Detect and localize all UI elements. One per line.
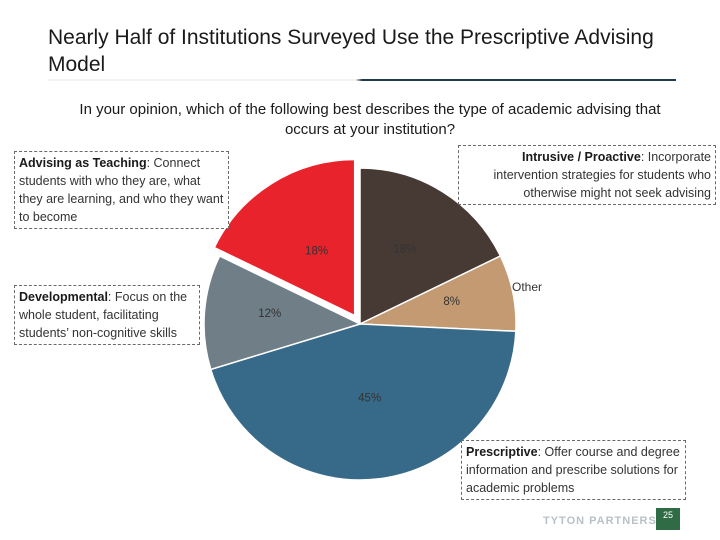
callout-advising-as-teaching: Advising as Teaching: Connect students w… bbox=[14, 151, 229, 229]
company-logo: TYTON PARTNERS bbox=[543, 515, 657, 527]
callout-text: : Focus on the whole student, facilitati… bbox=[19, 290, 188, 340]
pie-label-other: 8% bbox=[443, 296, 460, 308]
pie-slice-prescriptive bbox=[209, 323, 517, 481]
callout-term: Prescriptive bbox=[466, 445, 538, 459]
pie-label-advising-as-teaching: 18% bbox=[305, 246, 328, 258]
callout-text: : Connect students with who they are, wh… bbox=[19, 156, 224, 224]
pie-label-developmental: 12% bbox=[258, 308, 281, 320]
pie-label-intrusive-proactive: 18% bbox=[393, 244, 416, 256]
callout-developmental: Developmental: Focus on the whole studen… bbox=[14, 285, 200, 345]
survey-question: In your opinion, which of the following … bbox=[79, 101, 661, 138]
callout-text: : Offer course and degree information an… bbox=[466, 445, 680, 495]
callout-prescriptive: Prescriptive: Offer course and degree in… bbox=[461, 440, 686, 500]
pie-slice-advising-as-teaching bbox=[213, 158, 356, 317]
callout-intrusive-proactive: Intrusive / Proactive: Incorporate inter… bbox=[458, 145, 716, 205]
other-label: Other bbox=[512, 280, 543, 294]
title-divider bbox=[48, 79, 676, 81]
callout-term: Developmental bbox=[19, 290, 108, 304]
callout-term: Advising as Teaching bbox=[19, 156, 147, 170]
pie-labels: 18% 8% 45% 12% 18% bbox=[258, 244, 460, 405]
slide-title: Nearly Half of Institutions Surveyed Use… bbox=[48, 26, 654, 76]
callout-text: : Incorporate intervention strategies fo… bbox=[493, 150, 711, 200]
pie-slice-developmental bbox=[203, 254, 363, 371]
pie-slices bbox=[203, 158, 517, 481]
pie-slice-intrusive-proactive bbox=[359, 167, 502, 326]
callout-term: Intrusive / Proactive bbox=[522, 150, 641, 164]
page-number: 25 bbox=[656, 508, 680, 530]
pie-label-prescriptive: 45% bbox=[358, 392, 381, 404]
